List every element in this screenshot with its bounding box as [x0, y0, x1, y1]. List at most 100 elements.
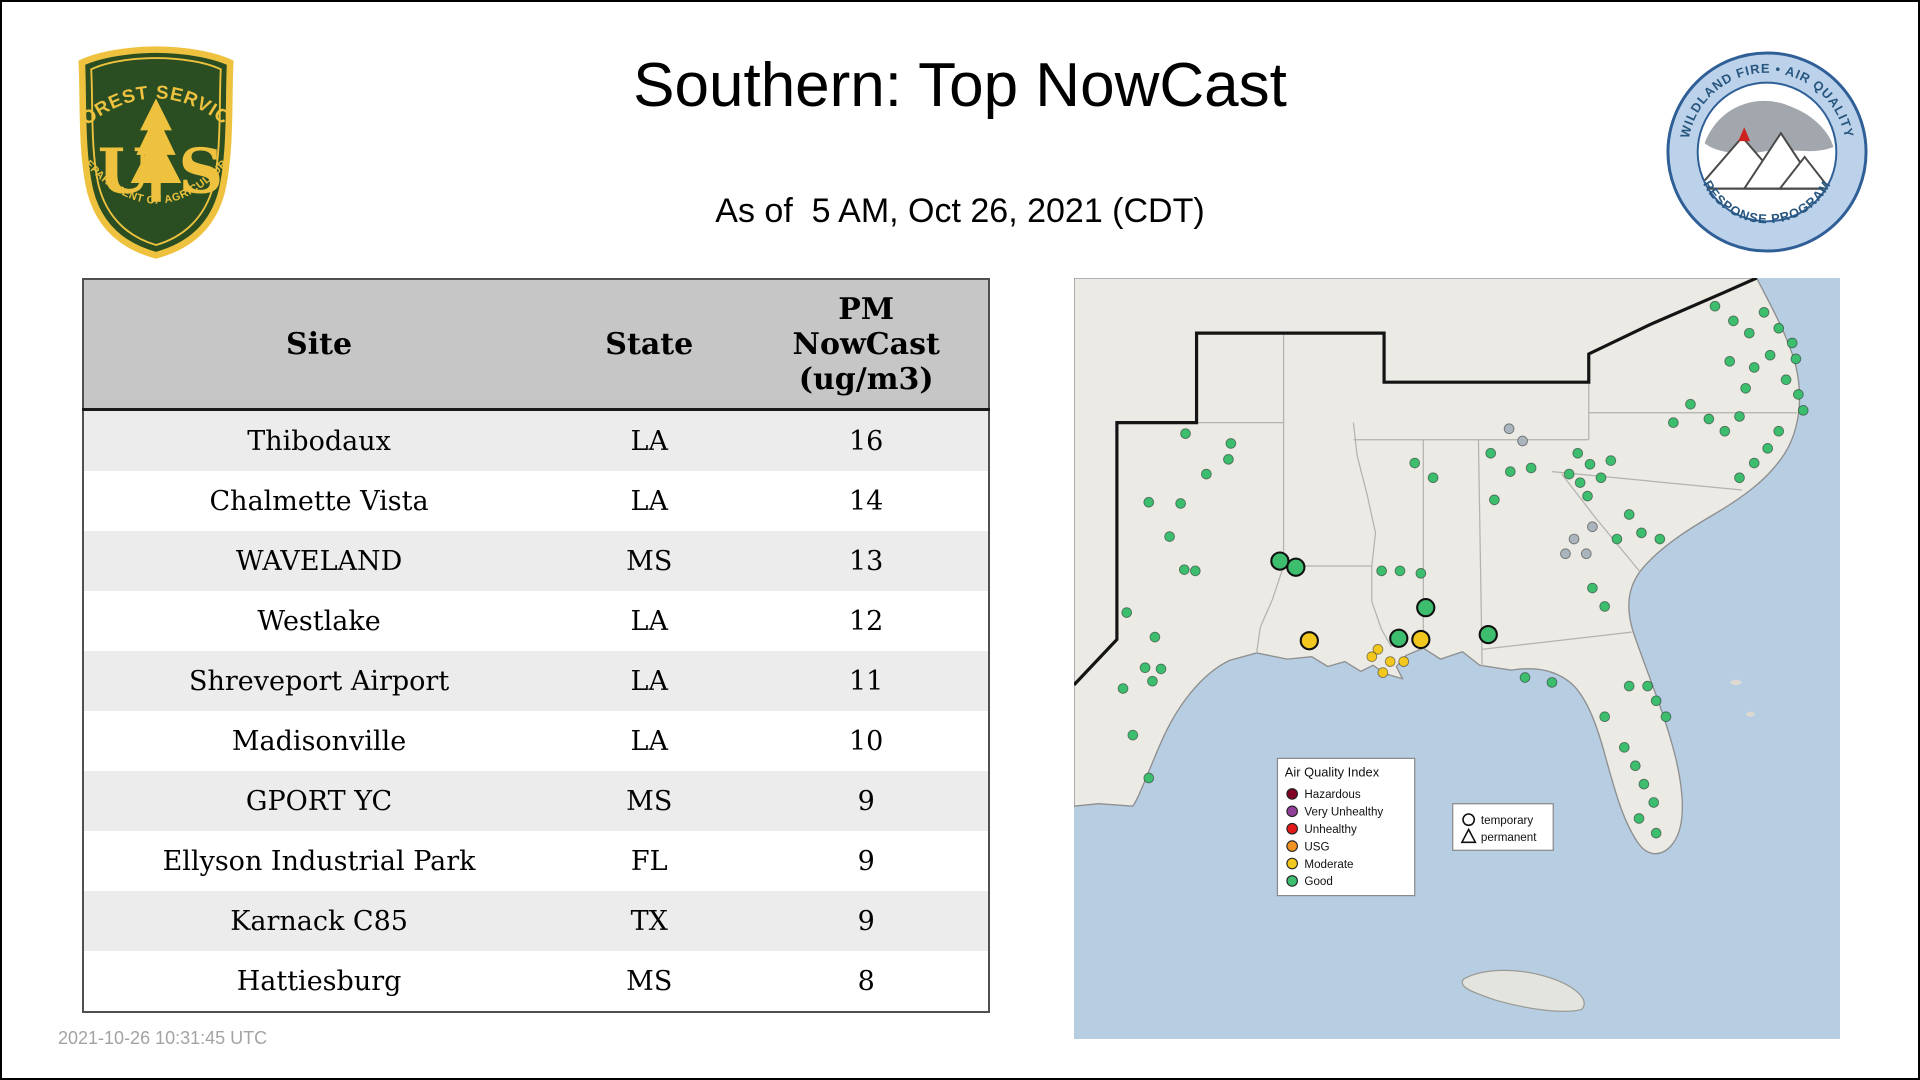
marker-legend-label: permanent: [1481, 831, 1537, 844]
temporary-marker-icon: [1462, 813, 1476, 827]
monitor-permanent: [1568, 533, 1580, 545]
monitor-permanent: [1517, 435, 1528, 447]
aqi-legend: Air Quality Index Hazardous Very Unhealth…: [1276, 757, 1416, 897]
monitor-permanent: [1599, 711, 1611, 723]
col-header-state: State: [554, 279, 745, 411]
island: [1746, 711, 1755, 717]
monitor-permanent: [1563, 468, 1575, 480]
state-cell: LA: [630, 425, 668, 457]
marker-legend-label: temporary: [1481, 814, 1534, 827]
value-cell: 9: [857, 845, 875, 877]
marker-legend-items: temporary permanent: [1460, 813, 1537, 844]
monitor-temporary: [1389, 628, 1409, 648]
monitor-permanent: [1149, 631, 1161, 643]
table-row: Madisonville LA 10: [83, 711, 989, 771]
table-row: Thibodaux LA 16: [83, 409, 989, 471]
legend-swatch: [1286, 788, 1298, 800]
monitor-permanent: [1427, 472, 1439, 484]
monitor-permanent: [1409, 457, 1421, 469]
monitor-permanent: [1143, 772, 1155, 784]
state-cell: FL: [630, 845, 668, 877]
value-cell: 9: [857, 785, 875, 817]
legend-swatch: [1286, 857, 1298, 870]
page-subtitle: As of 5 AM, Oct 26, 2021 (CDT): [715, 192, 1205, 230]
monitor-permanent: [1636, 527, 1647, 539]
monitor-permanent: [1599, 601, 1611, 612]
site-cell: Madisonville: [231, 725, 407, 757]
table-row: WAVELAND MS 13: [83, 531, 989, 591]
monitor-permanent: [1587, 521, 1598, 533]
monitor-permanent: [1587, 582, 1598, 594]
monitor-permanent: [1758, 306, 1770, 318]
monitor-permanent: [1201, 468, 1212, 480]
value-cell: 13: [849, 545, 884, 577]
monitor-permanent: [1525, 462, 1537, 474]
legend-swatch: [1286, 822, 1298, 835]
nowcast-table: Site State PM NowCast (ug/m3) Thibodaux L…: [82, 278, 990, 1013]
monitor-permanent: [1709, 300, 1721, 312]
value-cell: 14: [849, 485, 884, 517]
monitor-permanent: [1143, 496, 1155, 508]
monitor-temporary: [1299, 631, 1319, 651]
value-cell: 9: [857, 905, 875, 937]
monitor-permanent: [1650, 695, 1662, 707]
monitor-permanent: [1560, 548, 1571, 560]
site-cell: WAVELAND: [235, 545, 403, 577]
legend-swatch: [1286, 840, 1298, 852]
value-cell: 12: [849, 605, 884, 637]
monitor-permanent: [1121, 607, 1133, 618]
monitor-permanent: [1377, 667, 1389, 678]
value-cell: 8: [857, 965, 875, 997]
wfaqrp-logo: WILDLAND FIRE • AIR QUALITY RESPONSE PRO…: [1666, 51, 1868, 253]
monitor-permanent: [1574, 477, 1586, 488]
permanent-marker-icon: [1460, 827, 1477, 844]
legend-item-label: Good: [1304, 875, 1332, 888]
site-cell: Ellyson Industrial Park: [162, 845, 476, 877]
land: [1073, 277, 1801, 855]
monitor-permanent: [1180, 428, 1191, 439]
table-row: Hattiesburg MS 8: [83, 951, 989, 1012]
monitor-permanent: [1384, 656, 1396, 667]
monitor-permanent: [1642, 680, 1653, 692]
table-row: GPORT YC MS 9: [83, 771, 989, 831]
table-header: Site State PM NowCast (ug/m3): [83, 279, 989, 411]
monitor-permanent: [1127, 729, 1139, 741]
aqi-legend-items: Hazardous Very Unhealthy Unhealthy USG Moder…: [1286, 788, 1383, 888]
monitor-permanent: [1582, 490, 1593, 502]
monitor-permanent: [1223, 454, 1234, 465]
fs-letter-s: S: [179, 134, 224, 207]
monitor-permanent: [1654, 533, 1666, 545]
monitor-permanent: [1398, 656, 1410, 667]
monitor-permanent: [1773, 425, 1785, 437]
monitor-permanent: [1394, 565, 1406, 577]
monitor-permanent: [1376, 565, 1387, 577]
state-cell: LA: [630, 725, 668, 757]
marker-legend: temporary permanent: [1452, 803, 1554, 851]
monitor-permanent: [1660, 711, 1672, 723]
legend-item-label: Very Unhealthy: [1304, 806, 1383, 819]
monitor-permanent: [1734, 472, 1745, 484]
monitor-permanent: [1572, 447, 1584, 459]
monitor-permanent: [1650, 827, 1662, 839]
region-border: [1072, 276, 1758, 686]
value-cell: 11: [849, 665, 884, 697]
generation-timestamp: 2021-10-26 10:31:45 UTC: [58, 1028, 268, 1048]
state-cell: MS: [626, 545, 673, 577]
monitor-permanent: [1504, 466, 1516, 477]
monitor-permanent: [1366, 651, 1378, 662]
monitor-permanent: [1372, 643, 1384, 655]
monitor-permanent: [1667, 417, 1679, 428]
island: [1730, 679, 1742, 686]
fire-flag-icon: [1738, 127, 1751, 142]
monitor-temporary: [1478, 624, 1498, 645]
monitor-permanent: [1762, 443, 1774, 454]
smoke-plume-icon: [1704, 100, 1834, 154]
state-cell: TX: [630, 905, 668, 937]
table-row: Ellyson Industrial Park FL 9: [83, 831, 989, 891]
monitor-permanent: [1155, 663, 1167, 675]
col-header-site: Site: [83, 279, 555, 411]
table-row: Chalmette Vista LA 14: [83, 471, 989, 531]
page-title: Southern: Top NowCast: [633, 51, 1287, 120]
legend-swatch: [1286, 875, 1298, 887]
monitor-permanent: [1519, 672, 1531, 683]
